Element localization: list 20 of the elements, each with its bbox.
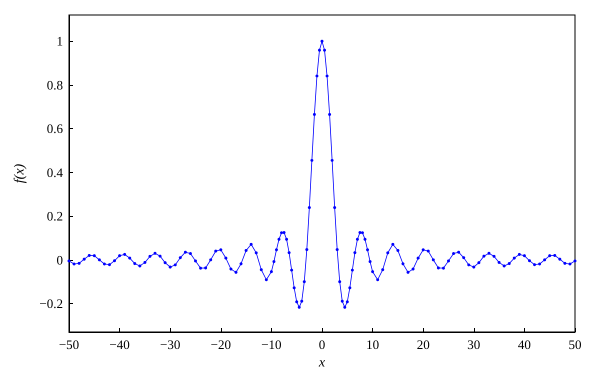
y-tick-label: 0.2 <box>46 208 63 224</box>
y-tick-label: 0.6 <box>46 121 64 136</box>
x-tick-label: 30 <box>467 337 480 352</box>
y-tick-label: 0 <box>56 252 63 268</box>
y-tick-label: −0.2 <box>39 296 63 312</box>
x-axis-title: x <box>318 356 326 370</box>
x-tick-label: −50 <box>58 337 80 352</box>
x-tick-label: 50 <box>568 337 582 352</box>
y-tick-label: 1 <box>56 34 63 49</box>
x-tick-label: −10 <box>261 337 282 352</box>
y-tick-label: 0.4 <box>46 164 64 180</box>
x-tick-label: 10 <box>366 337 380 352</box>
x-tick-label: −30 <box>160 337 180 352</box>
y-axis-title: f(x) <box>12 163 28 184</box>
x-tick-label: 0 <box>318 337 326 352</box>
x-tick-label: −20 <box>210 337 231 352</box>
y-tick-label: 0.8 <box>46 77 63 92</box>
x-tick-label: −40 <box>109 337 130 352</box>
x-tick-label: 40 <box>518 337 531 352</box>
x-tick-label: 20 <box>416 337 430 352</box>
